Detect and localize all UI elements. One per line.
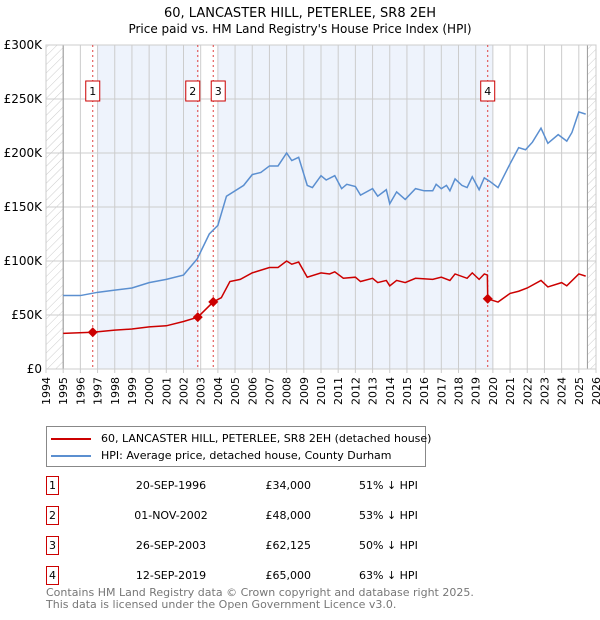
sale-row: 3 26-SEP-2003 £62,125 50% ↓ HPI xyxy=(46,536,446,556)
x-tick-label: 2006 xyxy=(246,377,259,405)
x-tick-label: 1999 xyxy=(126,377,139,405)
x-tick-label: 2015 xyxy=(401,377,414,405)
sale-row: 1 20-SEP-1996 £34,000 51% ↓ HPI xyxy=(46,476,446,496)
sale-date: 20-SEP-1996 xyxy=(135,479,207,492)
sale-label-box xyxy=(210,80,226,102)
x-tick-label: 2005 xyxy=(229,377,242,405)
sale-label: 1 xyxy=(89,85,96,98)
x-tick-label: 1997 xyxy=(92,377,105,405)
x-tick-label: 2018 xyxy=(453,377,466,405)
x-tick-label: 2017 xyxy=(435,377,448,405)
x-tick-label: 1995 xyxy=(57,377,70,405)
x-tick-label: 2024 xyxy=(556,377,569,405)
sale-row: 2 01-NOV-2002 £48,000 53% ↓ HPI xyxy=(46,506,446,526)
x-tick-label: 2014 xyxy=(384,377,397,405)
sale-point xyxy=(208,296,219,307)
chart: 60, LANCASTER HILL, PETERLEE, SR8 2EH Pr… xyxy=(4,6,600,405)
sale-price: £62,125 xyxy=(265,539,312,552)
legend-swatch-blue xyxy=(51,454,91,457)
x-tick-label: 2019 xyxy=(470,377,483,405)
sale-label: 2 xyxy=(189,85,196,98)
x-tick-label: 2022 xyxy=(521,377,534,405)
x-tick-label: 2000 xyxy=(143,377,156,405)
x-tick-label: 2025 xyxy=(573,377,586,405)
footer-copyright: Contains HM Land Registry data © Crown c… xyxy=(46,586,474,599)
sale-label-box xyxy=(85,80,101,102)
legend-item-property: 60, LANCASTER HILL, PETERLEE, SR8 2EH (d… xyxy=(51,432,431,445)
x-tick-label: 2020 xyxy=(487,377,500,405)
x-tick-label: 2021 xyxy=(504,377,517,405)
x-tick-label: 2004 xyxy=(212,377,225,405)
y-tick-label: £100K xyxy=(4,254,44,268)
sale-point xyxy=(192,312,203,323)
sale-price: £34,000 xyxy=(265,479,312,492)
sale-hpi: 53% ↓ HPI xyxy=(359,509,418,522)
x-tick-label: 2007 xyxy=(263,377,276,405)
x-tick-label: 2023 xyxy=(538,377,551,405)
legend: 60, LANCASTER HILL, PETERLEE, SR8 2EH (d… xyxy=(46,426,431,467)
sale-hpi: 63% ↓ HPI xyxy=(359,569,418,582)
x-tick-label: 2026 xyxy=(590,377,600,405)
sale-date: 26-SEP-2003 xyxy=(135,539,207,552)
x-tick-label: 2013 xyxy=(367,377,380,405)
legend-item-hpi: HPI: Average price, detached house, Coun… xyxy=(51,449,392,462)
sale-price: £48,000 xyxy=(265,509,312,522)
sale-marker-label: 3 xyxy=(46,536,59,555)
legend-label: HPI: Average price, detached house, Coun… xyxy=(101,449,392,462)
x-tick-label: 2002 xyxy=(178,377,191,405)
sale-label-box xyxy=(185,80,201,102)
sale-date: 12-SEP-2019 xyxy=(135,569,207,582)
sale-date: 01-NOV-2002 xyxy=(134,509,208,522)
x-tick-label: 2016 xyxy=(418,377,431,405)
sale-label-box xyxy=(480,80,496,102)
y-tick-label: £200K xyxy=(4,146,44,160)
chart-title: 60, LANCASTER HILL, PETERLEE, SR8 2EH xyxy=(164,6,436,21)
sale-point xyxy=(87,327,98,338)
legend-label: 60, LANCASTER HILL, PETERLEE, SR8 2EH (d… xyxy=(101,432,432,445)
series-line xyxy=(63,111,586,297)
footer-licence: This data is licensed under the Open Gov… xyxy=(46,598,397,611)
x-tick-label: 2009 xyxy=(298,377,311,405)
chart-subtitle: Price paid vs. HM Land Registry's House … xyxy=(128,22,471,36)
x-tick-label: 1994 xyxy=(40,377,53,405)
footer: Contains HM Land Registry data © Crown c… xyxy=(46,587,474,611)
y-tick-label: £300K xyxy=(4,38,44,52)
y-tick-label: £0 xyxy=(27,362,42,376)
series-line xyxy=(63,260,586,335)
sale-point xyxy=(482,293,493,304)
x-tick-label: 1996 xyxy=(74,377,87,405)
y-tick-label: £50K xyxy=(11,308,43,322)
sale-hpi: 50% ↓ HPI xyxy=(359,539,418,552)
x-tick-label: 2001 xyxy=(160,377,173,405)
sale-label: 4 xyxy=(484,85,491,98)
plot-border xyxy=(45,44,597,370)
sale-marker-label: 4 xyxy=(46,566,59,585)
sale-row: 4 12-SEP-2019 £65,000 63% ↓ HPI xyxy=(46,566,446,586)
x-tick-label: 2008 xyxy=(281,377,294,405)
x-tick-label: 2011 xyxy=(332,377,345,405)
x-tick-label: 1998 xyxy=(109,377,122,405)
legend-swatch-red xyxy=(51,437,91,440)
sale-marker-label: 2 xyxy=(46,506,59,525)
x-tick-label: 2012 xyxy=(349,377,362,405)
sale-label: 3 xyxy=(215,85,222,98)
sale-price: £65,000 xyxy=(265,569,312,582)
sale-marker-label: 1 xyxy=(46,476,59,495)
y-tick-label: £250K xyxy=(4,92,44,106)
sale-hpi: 51% ↓ HPI xyxy=(359,479,418,492)
y-tick-label: £150K xyxy=(4,200,44,214)
x-tick-label: 2010 xyxy=(315,377,328,405)
x-tick-label: 2003 xyxy=(195,377,208,405)
